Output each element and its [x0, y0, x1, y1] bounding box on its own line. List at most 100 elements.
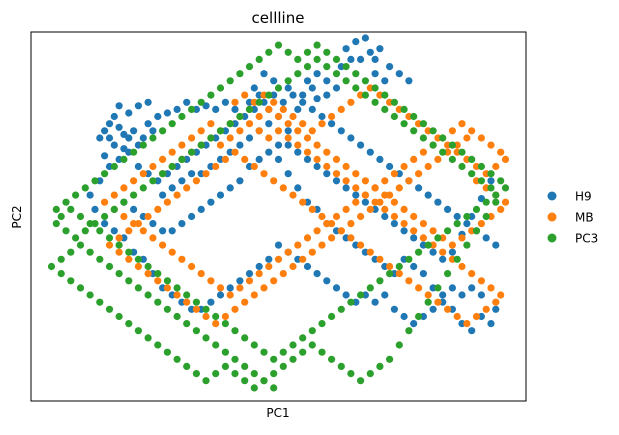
point-mb	[352, 184, 360, 192]
point-h9	[323, 77, 331, 85]
point-h9	[110, 227, 118, 235]
point-mb	[434, 298, 442, 306]
point-pc3	[323, 63, 331, 71]
point-mb	[468, 127, 476, 135]
point-pc3	[72, 191, 80, 199]
point-mb	[168, 148, 176, 156]
point-mb	[216, 284, 225, 292]
point-h9	[463, 220, 471, 228]
point-mb	[313, 155, 321, 163]
point-mb	[453, 312, 461, 321]
point-pc3	[366, 284, 374, 292]
legend: H9 MB PC3	[547, 190, 598, 246]
point-mb	[294, 127, 302, 135]
point-h9	[159, 191, 167, 199]
point-mb	[183, 298, 191, 306]
point-pc3	[328, 312, 336, 321]
point-h9	[149, 127, 157, 135]
point-pc3	[434, 284, 442, 292]
point-mb	[415, 170, 423, 178]
point-mb	[352, 198, 360, 206]
point-pc3	[468, 170, 476, 178]
point-mb	[284, 120, 292, 128]
point-pc3	[245, 63, 254, 71]
point-pc3	[279, 362, 287, 370]
point-pc3	[299, 334, 307, 342]
point-pc3	[386, 270, 394, 278]
point-pc3	[313, 55, 321, 64]
point-mb	[284, 134, 292, 142]
point-pc3	[270, 355, 278, 363]
point-mb	[352, 170, 360, 178]
point-h9	[168, 184, 176, 192]
point-pc3	[448, 141, 456, 149]
point-mb	[120, 184, 128, 192]
point-mb	[202, 170, 210, 178]
point-pc3	[289, 355, 297, 363]
point-pc3	[72, 234, 80, 242]
point-pc3	[337, 362, 345, 370]
point-pc3	[332, 70, 341, 78]
legend-marker	[547, 191, 557, 201]
point-pc3	[477, 177, 485, 185]
point-mb	[308, 248, 316, 256]
point-pc3	[115, 241, 123, 249]
point-pc3	[250, 341, 258, 349]
point-mb	[323, 148, 331, 156]
point-h9	[366, 48, 374, 56]
point-mb	[202, 312, 210, 321]
point-pc3	[448, 155, 456, 163]
point-mb	[458, 262, 466, 271]
point-pc3	[221, 348, 229, 356]
point-h9	[188, 212, 196, 221]
point-h9	[270, 77, 278, 85]
point-h9	[154, 112, 162, 121]
point-mb	[284, 248, 292, 256]
point-pc3	[62, 198, 70, 206]
plot-frame	[30, 31, 527, 402]
point-h9	[299, 98, 307, 106]
point-h9	[323, 91, 331, 99]
point-h9	[482, 234, 490, 242]
point-h9	[453, 212, 461, 221]
point-mb	[390, 212, 398, 221]
point-pc3	[472, 227, 481, 235]
point-mb	[265, 105, 273, 113]
point-pc3	[255, 55, 263, 64]
point-pc3	[105, 262, 114, 271]
point-mb	[289, 112, 297, 121]
point-pc3	[197, 141, 205, 149]
point-pc3	[390, 112, 398, 121]
point-h9	[303, 77, 312, 85]
point-h9	[303, 262, 312, 271]
point-mb	[144, 212, 152, 221]
point-pc3	[468, 155, 476, 163]
point-pc3	[376, 362, 384, 370]
point-h9	[342, 184, 350, 192]
point-mb	[419, 220, 427, 228]
point-mb	[395, 270, 403, 278]
point-h9	[110, 141, 118, 149]
point-mb	[245, 120, 254, 128]
point-h9	[352, 38, 360, 46]
point-pc3	[260, 377, 268, 385]
point-pc3	[149, 177, 157, 185]
point-h9	[400, 227, 408, 235]
point-pc3	[192, 370, 200, 378]
point-h9	[125, 134, 133, 142]
point-mb	[361, 177, 369, 185]
point-mb	[279, 184, 287, 192]
point-mb	[265, 134, 273, 142]
point-mb	[125, 255, 133, 263]
point-pc3	[250, 370, 258, 378]
point-mb	[139, 170, 147, 178]
point-mb	[221, 155, 229, 163]
point-mb	[299, 255, 307, 263]
point-h9	[178, 220, 186, 228]
point-pc3	[163, 277, 171, 285]
point-pc3	[144, 334, 152, 342]
point-mb	[472, 312, 481, 321]
point-h9	[323, 277, 331, 285]
legend-label: MB	[575, 211, 594, 225]
point-pc3	[497, 177, 505, 185]
